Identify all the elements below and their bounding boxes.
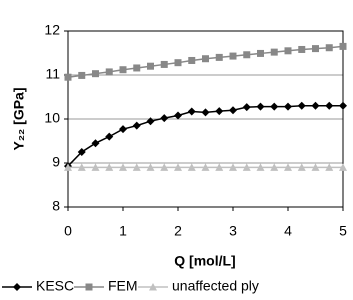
x-tick-label: 1 bbox=[119, 223, 127, 239]
marker bbox=[229, 163, 237, 171]
marker bbox=[311, 101, 320, 110]
marker bbox=[256, 163, 265, 171]
marker bbox=[256, 102, 265, 111]
y-tick-label: 10 bbox=[44, 110, 60, 126]
marker bbox=[77, 148, 86, 156]
marker bbox=[215, 163, 224, 171]
marker bbox=[119, 125, 127, 134]
marker bbox=[13, 283, 21, 291]
marker bbox=[242, 103, 251, 112]
x-axis-title: Q [mol/L] bbox=[174, 253, 235, 269]
marker bbox=[174, 111, 182, 120]
marker bbox=[215, 53, 223, 61]
marker bbox=[105, 68, 113, 76]
marker bbox=[270, 48, 278, 56]
x-tick-label: 0 bbox=[64, 223, 72, 239]
marker bbox=[132, 163, 141, 171]
plot-border bbox=[67, 30, 344, 208]
y-tick-label: 9 bbox=[52, 154, 60, 170]
marker bbox=[298, 45, 306, 53]
marker bbox=[325, 163, 334, 171]
marker bbox=[149, 283, 157, 291]
marker bbox=[312, 45, 319, 53]
marker bbox=[133, 64, 141, 72]
marker bbox=[339, 101, 347, 110]
marker bbox=[201, 108, 210, 117]
marker bbox=[242, 163, 251, 171]
marker bbox=[77, 163, 86, 171]
marker bbox=[229, 106, 237, 115]
marker bbox=[174, 163, 182, 171]
marker bbox=[160, 60, 168, 68]
marker bbox=[229, 52, 237, 60]
marker bbox=[132, 121, 141, 130]
marker bbox=[201, 163, 210, 171]
marker bbox=[78, 71, 86, 79]
legend-label: KESC bbox=[36, 278, 74, 294]
marker bbox=[119, 66, 127, 74]
marker bbox=[339, 163, 347, 171]
marker bbox=[91, 163, 100, 171]
marker bbox=[160, 163, 169, 171]
marker bbox=[215, 107, 224, 116]
marker bbox=[311, 163, 320, 171]
x-tick-label: 2 bbox=[174, 223, 182, 239]
marker bbox=[119, 163, 127, 171]
marker bbox=[284, 102, 292, 111]
marker bbox=[325, 44, 333, 52]
marker bbox=[284, 163, 292, 171]
marker bbox=[187, 163, 196, 171]
y-axis-title: Y₂₂ [GPa] bbox=[11, 87, 27, 150]
marker bbox=[92, 70, 99, 78]
marker bbox=[297, 163, 306, 171]
x-tick-label: 3 bbox=[229, 223, 237, 239]
marker bbox=[147, 62, 154, 70]
marker bbox=[270, 163, 279, 171]
y-tick-label: 12 bbox=[44, 22, 60, 38]
legend-label: FEM bbox=[108, 278, 138, 294]
x-tick-label: 5 bbox=[339, 223, 347, 239]
marker bbox=[270, 102, 279, 111]
marker bbox=[105, 163, 114, 171]
marker bbox=[85, 283, 93, 291]
marker bbox=[284, 47, 292, 55]
marker bbox=[202, 55, 209, 63]
marker bbox=[297, 101, 306, 110]
legend-label: unaffected ply bbox=[172, 278, 259, 294]
marker bbox=[64, 163, 72, 171]
y-tick-label: 11 bbox=[45, 66, 60, 82]
marker bbox=[146, 163, 155, 171]
marker bbox=[146, 117, 155, 126]
marker bbox=[91, 139, 100, 148]
marker bbox=[243, 51, 251, 59]
marker bbox=[257, 49, 264, 57]
marker bbox=[174, 59, 182, 67]
marker bbox=[325, 101, 334, 110]
marker bbox=[64, 73, 72, 81]
y-tick-label: 8 bbox=[52, 198, 60, 214]
x-tick-label: 4 bbox=[284, 223, 292, 239]
marker bbox=[160, 114, 169, 123]
marker bbox=[105, 132, 114, 141]
marker bbox=[187, 107, 196, 116]
marker bbox=[188, 56, 196, 64]
marker bbox=[339, 42, 347, 50]
